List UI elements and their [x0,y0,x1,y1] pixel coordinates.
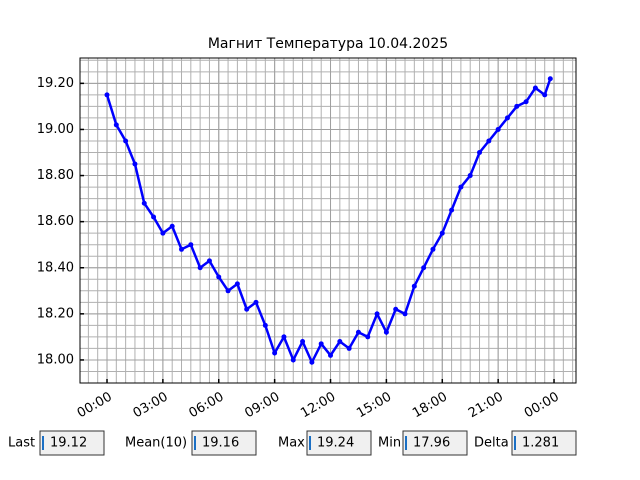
chart-title: Магнит Температура 10.04.2025 [208,36,448,52]
data-point [365,334,371,340]
data-point [309,359,315,365]
readout-field [191,430,257,456]
data-point [337,339,343,345]
readout-value: 1.281 [522,436,559,451]
data-point [430,246,436,252]
y-tick-label: 18.80 [37,168,74,183]
data-point [253,299,259,305]
data-point [523,99,529,105]
data-point [132,161,138,167]
data-point [449,207,455,213]
data-point [402,311,408,317]
data-point [272,350,278,356]
data-point [532,85,538,91]
data-point [281,334,287,340]
y-tick-label: 18.00 [37,352,74,367]
data-point [188,242,194,248]
data-point [383,329,389,335]
data-point [318,341,324,347]
data-point [504,115,510,121]
y-tick-label: 19.20 [37,76,74,91]
readout-field [402,430,468,456]
data-point [411,283,417,289]
data-point [179,246,185,252]
data-point [197,265,203,271]
data-point [206,258,212,264]
y-tick-label: 18.40 [37,260,74,275]
readout-value: 19.16 [202,436,239,451]
data-point [421,265,427,271]
data-point [244,306,250,312]
readouts: Last 19.12 Mean(10) 19.16 Max 19.24 Min 17.96 De… [8,430,577,456]
data-point [141,200,147,206]
data-point [467,173,473,179]
readout-field [511,430,577,456]
data-point [160,230,166,236]
data-point [374,311,380,317]
y-tick-label: 18.60 [37,214,74,229]
readout-field [306,430,372,456]
data-point [514,103,520,109]
readout-label: Last [8,436,35,451]
readout-label: Max [278,436,305,451]
data-point [169,223,175,229]
readout-value: 17.96 [413,436,450,451]
readout-value: 19.12 [50,436,87,451]
readout-value: 19.24 [317,436,354,451]
y-tick-label: 19.00 [37,122,74,137]
readout-label: Delta [474,436,509,451]
data-point [439,230,445,236]
data-point [216,274,222,280]
data-point [234,281,240,287]
readout-field [39,430,105,456]
data-point [123,138,129,144]
data-point [225,288,231,294]
readout-label: Min [378,436,401,451]
data-point [547,76,553,82]
plot [104,76,553,366]
data-point [328,352,334,358]
axes-frame [79,57,577,384]
data-point [113,122,119,128]
data-point [300,339,306,345]
data-point [477,150,483,156]
data-point [355,329,361,335]
readout-label: Mean(10) [125,436,187,451]
data-point [542,92,548,98]
data-point [458,184,464,190]
data-point [495,126,501,132]
data-point [290,357,296,363]
data-point [151,214,157,220]
y-tick-label: 18.20 [37,306,74,321]
data-point [346,345,352,351]
data-point [262,322,268,328]
data-point [104,92,110,98]
data-point [393,306,399,312]
data-point [486,138,492,144]
